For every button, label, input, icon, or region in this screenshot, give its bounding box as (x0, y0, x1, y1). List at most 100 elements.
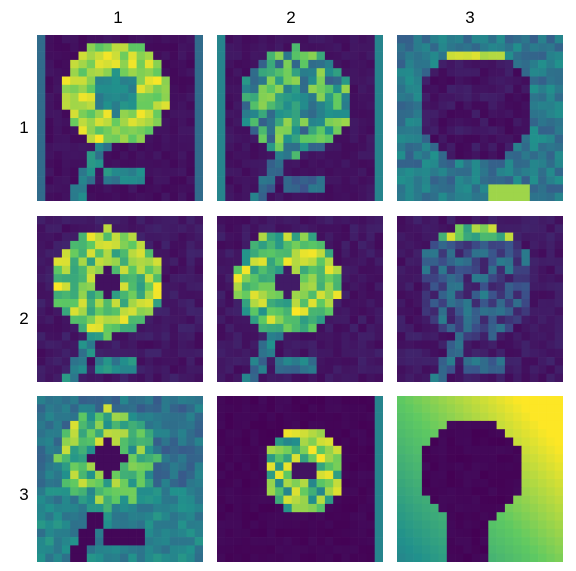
feature-pixel (316, 216, 326, 225)
feature-pixel (70, 412, 79, 422)
feature-pixel (300, 470, 309, 480)
feature-pixel (291, 323, 301, 333)
feature-pixel (349, 232, 359, 242)
feature-pixel (504, 545, 514, 554)
feature-pixel (161, 84, 171, 94)
feature-pixel (37, 545, 46, 554)
feature-pixel (291, 429, 301, 438)
feature-pixel (37, 520, 46, 530)
feature-pixel (250, 404, 259, 413)
feature-pixel (275, 545, 284, 554)
feature-pixel (250, 479, 259, 488)
feature-pixel (250, 167, 259, 177)
feature-pixel (341, 528, 351, 538)
feature-pixel (61, 93, 71, 102)
feature-pixel (463, 265, 472, 275)
feature-pixel (241, 332, 251, 341)
feature-pixel (455, 216, 464, 225)
feature-pixel (178, 348, 187, 358)
feature-pixel (266, 537, 276, 546)
feature-pixel (538, 159, 547, 169)
feature-pixel (120, 274, 129, 283)
feature-pixel (144, 84, 154, 94)
feature-pixel (366, 151, 375, 160)
feature-pixel (217, 76, 226, 86)
feature-pixel (438, 43, 448, 52)
feature-pixel (53, 43, 63, 52)
feature-pixel (324, 503, 334, 513)
feature-pixel (153, 487, 162, 496)
feature-pixel (194, 224, 203, 233)
feature-pixel (161, 365, 171, 374)
feature-pixel (233, 437, 243, 447)
feature-pixel (266, 340, 276, 350)
feature-pixel (136, 43, 146, 52)
feature-pixel (496, 167, 506, 177)
feature-pixel (333, 84, 342, 94)
feature-pixel (438, 545, 448, 554)
feature-pixel (128, 290, 137, 300)
feature-pixel (413, 528, 423, 538)
feature-pixel (161, 299, 171, 308)
feature-pixel (438, 282, 448, 291)
feature-pixel (128, 445, 137, 455)
feature-pixel (153, 462, 162, 471)
feature-pixel (291, 93, 301, 102)
feature-pixel (250, 232, 259, 242)
feature-pixel (471, 495, 481, 505)
feature-pixel (463, 51, 472, 61)
feature-pixel (529, 437, 539, 447)
feature-pixel (513, 553, 522, 562)
feature-pixel (496, 76, 506, 86)
feature-pixel (250, 437, 259, 447)
feature-pixel (488, 470, 497, 480)
feature-pixel (266, 142, 276, 152)
feature-pixel (217, 315, 226, 325)
feature-pixel (120, 282, 129, 291)
feature-pixel (144, 396, 154, 405)
feature-pixel (480, 332, 489, 341)
feature-pixel (421, 290, 431, 300)
feature-pixel (324, 118, 334, 127)
feature-pixel (70, 348, 79, 358)
feature-pixel (488, 93, 497, 102)
feature-pixel (341, 445, 351, 455)
feature-pixel (358, 43, 367, 52)
feature-pixel (78, 340, 88, 350)
feature-pixel (538, 503, 547, 513)
feature-pixel (529, 216, 539, 225)
feature-pixel (53, 93, 63, 102)
feature-pixel (45, 299, 54, 308)
feature-pixel (316, 454, 326, 463)
feature-pixel (546, 420, 555, 430)
feature-pixel (413, 462, 423, 471)
feature-pixel (438, 249, 448, 258)
feature-pixel (463, 503, 472, 513)
feature-pixel (374, 109, 383, 119)
feature-pixel (283, 495, 292, 505)
feature-pixel (161, 307, 171, 316)
feature-pixel (546, 93, 555, 102)
feature-pixel (421, 282, 431, 291)
feature-pixel (95, 184, 104, 193)
feature-pixel (37, 84, 46, 94)
feature-pixel (397, 545, 406, 554)
feature-pixel (463, 216, 472, 225)
feature-pixel (258, 315, 268, 325)
feature-pixel (169, 265, 179, 275)
feature-pixel (103, 59, 112, 69)
feature-pixel (186, 249, 195, 258)
feature-pixel (421, 348, 431, 358)
feature-pixel (169, 274, 179, 283)
feature-pixel (341, 553, 351, 562)
feature-pixel (471, 224, 481, 233)
feature-pixel (266, 429, 276, 438)
feature-pixel (225, 348, 234, 358)
feature-pixel (128, 167, 137, 177)
feature-pixel (241, 216, 251, 225)
feature-pixel (308, 51, 317, 61)
feature-pixel (471, 184, 481, 193)
feature-pixel (120, 240, 129, 250)
feature-pixel (37, 224, 46, 233)
feature-pixel (53, 35, 63, 44)
